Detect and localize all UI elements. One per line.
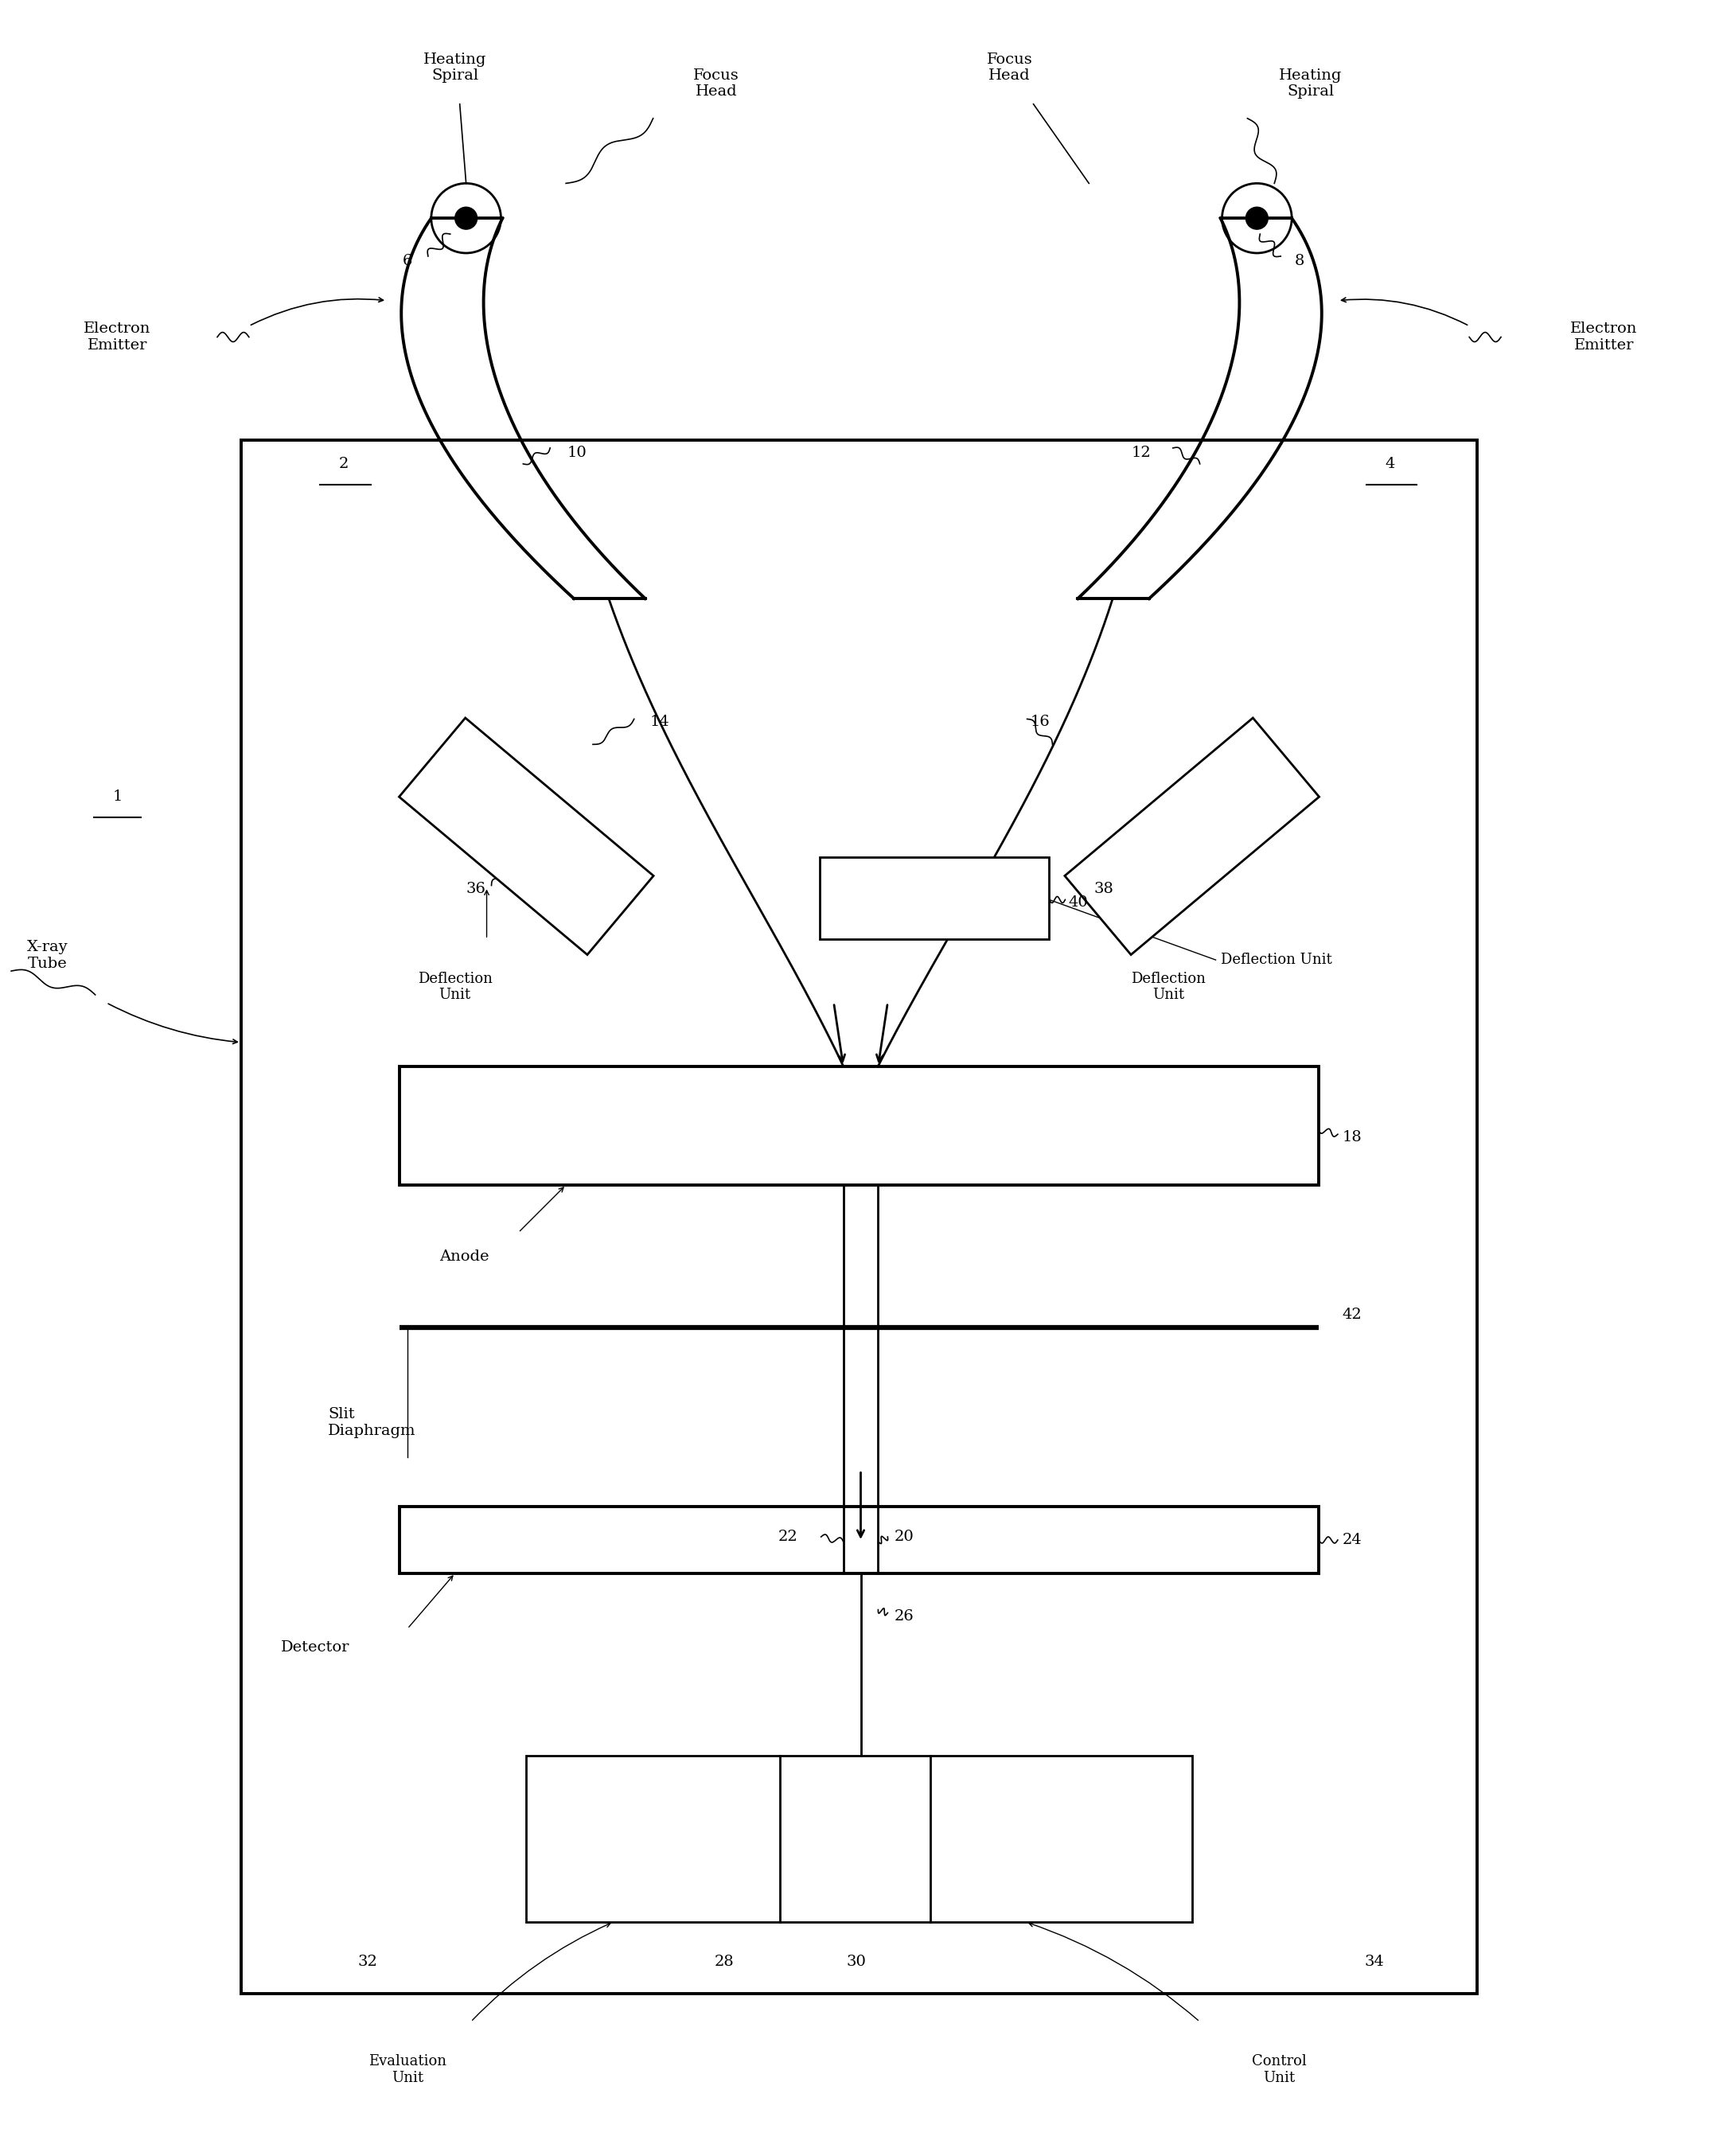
Text: 24: 24 bbox=[1342, 1533, 1363, 1548]
Text: Electron
Emitter: Electron Emitter bbox=[1570, 321, 1637, 354]
Text: 12: 12 bbox=[1132, 446, 1151, 459]
Text: Deflection Unit: Deflection Unit bbox=[1220, 953, 1332, 968]
Text: 28: 28 bbox=[715, 1953, 734, 1968]
Text: 18: 18 bbox=[1342, 1130, 1363, 1145]
Text: Control
Unit: Control Unit bbox=[1251, 2055, 1306, 2085]
Text: Deflection
Unit: Deflection Unit bbox=[1130, 972, 1206, 1003]
Text: X-ray
Tube: X-ray Tube bbox=[28, 940, 69, 970]
Polygon shape bbox=[1065, 718, 1320, 955]
Bar bbox=[820, 856, 1049, 940]
Text: 26: 26 bbox=[894, 1608, 913, 1623]
Text: Slit
Diaphragm: Slit Diaphragm bbox=[327, 1408, 417, 1438]
Text: 6: 6 bbox=[403, 254, 412, 267]
Text: Electron
Emitter: Electron Emitter bbox=[84, 321, 152, 354]
Text: 2: 2 bbox=[339, 457, 350, 470]
Polygon shape bbox=[400, 718, 653, 955]
Bar bbox=[400, 1065, 1318, 1186]
Text: 22: 22 bbox=[779, 1529, 798, 1544]
Text: 30: 30 bbox=[846, 1953, 867, 1968]
Text: Detector: Detector bbox=[281, 1641, 350, 1656]
Text: Heating
Spiral: Heating Spiral bbox=[1278, 69, 1342, 99]
Bar bbox=[400, 1507, 1318, 1574]
Circle shape bbox=[455, 207, 477, 229]
Text: Focus
Head: Focus Head bbox=[987, 52, 1032, 84]
Bar bbox=[241, 440, 1477, 1994]
Text: 40: 40 bbox=[1068, 895, 1087, 910]
Circle shape bbox=[1246, 207, 1268, 229]
Text: Heating
Spiral: Heating Spiral bbox=[424, 52, 486, 84]
Bar bbox=[526, 1755, 1192, 1921]
Text: 8: 8 bbox=[1294, 254, 1304, 267]
Text: 16: 16 bbox=[1030, 716, 1049, 729]
Text: 42: 42 bbox=[1342, 1309, 1363, 1322]
Text: Focus
Head: Focus Head bbox=[694, 69, 739, 99]
Text: Evaluation
Unit: Evaluation Unit bbox=[369, 2055, 446, 2085]
Text: 1: 1 bbox=[112, 789, 122, 804]
Text: 14: 14 bbox=[650, 716, 670, 729]
Text: 36: 36 bbox=[467, 882, 486, 895]
Text: Deflection
Unit: Deflection Unit bbox=[417, 972, 493, 1003]
Text: 38: 38 bbox=[1094, 882, 1113, 895]
Text: Anode: Anode bbox=[439, 1248, 489, 1263]
Text: 32: 32 bbox=[358, 1953, 377, 1968]
Text: 10: 10 bbox=[567, 446, 588, 459]
Text: 20: 20 bbox=[894, 1529, 913, 1544]
Text: 4: 4 bbox=[1385, 457, 1396, 470]
Text: 34: 34 bbox=[1365, 1953, 1384, 1968]
